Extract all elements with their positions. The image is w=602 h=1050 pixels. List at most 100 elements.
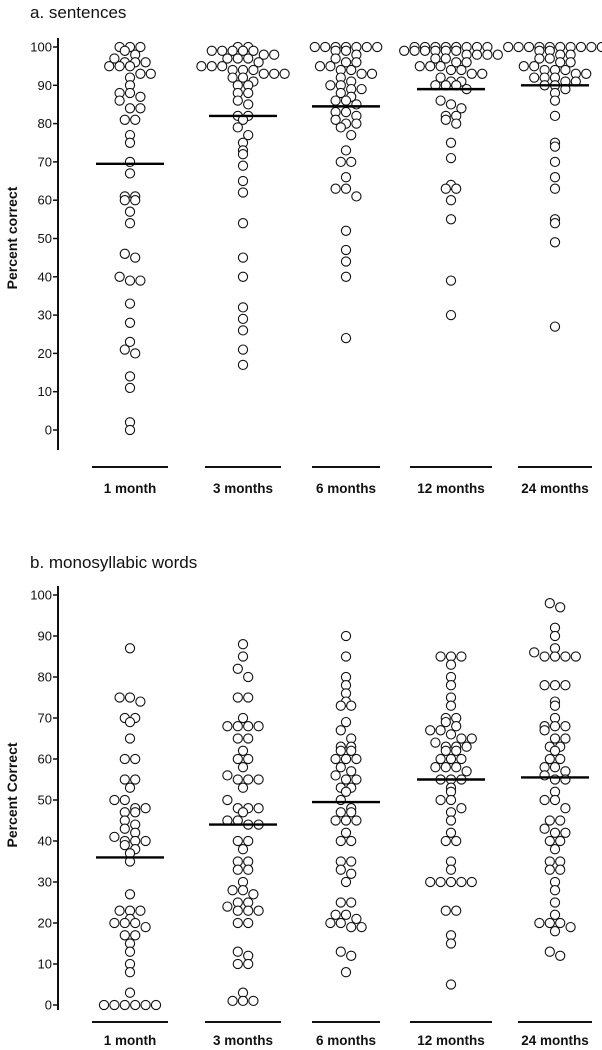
- panel-b-point-3-18: [351, 753, 362, 765]
- panel-a-point-2-44: [237, 252, 249, 263]
- panel-b-point-4-30: [461, 766, 472, 777]
- panel-a-point-4-50: [445, 214, 457, 225]
- panel-a-point-1-46: [124, 382, 136, 394]
- panel-b-point-1-24: [109, 831, 120, 843]
- panel-b-point-1-15: [119, 794, 130, 806]
- panel-a-point-3-14: [314, 61, 326, 72]
- panel-b-point-4-26: [456, 753, 467, 765]
- panel-b-point-2-50: [243, 917, 254, 929]
- panel-a-point-1-19: [135, 91, 146, 102]
- panel-a-point-1-40: [124, 298, 136, 309]
- panel-a-point-3-46: [340, 225, 352, 236]
- panel-b-point-3-49: [346, 921, 357, 933]
- panel-a-point-2-36: [243, 129, 254, 141]
- panel-b-point-4-18: [430, 737, 441, 748]
- panel-a-point-4-47: [440, 183, 451, 194]
- panel-a-point-1-18: [124, 87, 136, 99]
- panel-b-xlabel-1: 1 month: [104, 1033, 157, 1048]
- panel-a-point-5-36: [549, 110, 561, 122]
- panel-a-point-4-9: [399, 45, 410, 56]
- panel-a-point-1-11: [114, 61, 125, 72]
- panel-a-point-1-32: [130, 195, 141, 206]
- panel-b-point-3-7: [335, 700, 346, 711]
- panel-a-point-5-45: [549, 321, 561, 332]
- panel-a-point-5-39: [549, 156, 561, 168]
- panel-b-title: b. monosyllabic words: [30, 553, 197, 572]
- panel-a-point-5-25: [581, 68, 592, 79]
- panel-b-point-2-33: [243, 835, 254, 847]
- panel-b-point-1-28: [119, 839, 130, 851]
- panel-b-point-4-46: [425, 876, 436, 888]
- panel-a-point-2-46: [237, 302, 249, 313]
- panel-b-point-3-10: [335, 725, 346, 736]
- panel-a-point-2-29: [243, 87, 254, 99]
- panel-a-point-5-23: [560, 64, 571, 76]
- panel-a-point-2-23: [227, 72, 238, 83]
- panel-a-point-2-30: [232, 95, 243, 106]
- panel-a-point-1-9: [140, 57, 151, 68]
- panel-b-point-3-23: [351, 774, 362, 785]
- panel-b-point-3-50: [356, 921, 367, 933]
- panel-a-point-3-25: [356, 83, 367, 95]
- panel-a-point-3-48: [340, 256, 352, 267]
- panel-a-point-3-7: [372, 41, 383, 53]
- panel-b-point-1-48: [98, 999, 110, 1011]
- panel-a-point-1-3: [135, 41, 146, 53]
- panel-b-point-5-38: [544, 815, 555, 826]
- panel-b-point-3-41: [340, 876, 352, 888]
- panel-b-point-2-16: [243, 753, 254, 765]
- panel-b-point-5-54: [534, 917, 545, 929]
- panel-a-point-5-9: [586, 41, 597, 53]
- panel-a-point-2-49: [237, 344, 249, 355]
- panel-a-point-4-20: [440, 53, 451, 64]
- panel-b-point-2-45: [222, 901, 233, 912]
- panel-b-point-3-14: [335, 745, 346, 756]
- panel-a-point-3-36: [351, 118, 362, 129]
- panel-b-point-4-12: [451, 721, 462, 732]
- panel-a-xlabel-4: 12 months: [417, 481, 485, 496]
- panel-b-point-5-9: [560, 651, 571, 662]
- panel-a-point-3-44: [340, 183, 352, 194]
- panel-a-ylabel: Percent correct: [4, 186, 20, 289]
- panel-b-point-2-57: [237, 995, 249, 1007]
- panel-b-medians: [96, 776, 589, 859]
- panel-b-point-4-49: [456, 876, 467, 888]
- panel-b-ytick-10: 10: [38, 957, 52, 972]
- panel-a-point-4-49: [445, 195, 457, 206]
- panel-a-point-4-29: [477, 68, 488, 79]
- panel-b-point-4-23: [451, 745, 462, 756]
- panel-b-ytick-90: 90: [38, 629, 52, 644]
- panel-b-tick-lines: [53, 594, 58, 1006]
- panel-b-point-5-55: [544, 917, 555, 929]
- panel-b-xlabel-5: 24 months: [521, 1033, 589, 1048]
- panel-b-point-1-1: [124, 643, 136, 654]
- panel-a-point-3-30: [351, 99, 362, 110]
- panel-a-point-3-6: [361, 41, 372, 53]
- panel-a-point-2-13: [253, 57, 264, 68]
- panel-b-point-4-25: [445, 753, 457, 765]
- panel-b-point-4-40: [445, 815, 457, 826]
- panel-a-point-4-18: [492, 49, 503, 60]
- panel-b-point-2-7: [237, 712, 249, 724]
- panel-b-point-5-51: [549, 885, 561, 896]
- panel-a-point-5-20: [529, 61, 540, 72]
- panel-b-point-5-40: [539, 823, 550, 834]
- panel-a-point-2-3: [206, 45, 217, 56]
- panel-a-point-1-20: [114, 95, 125, 106]
- panel-b-point-2-26: [253, 803, 264, 814]
- panel-a-point-4-30: [435, 72, 446, 83]
- panel-b-point-2-37: [232, 864, 243, 875]
- panel-a-point-1-28: [124, 168, 136, 179]
- panel-b-point-1-53: [150, 999, 162, 1011]
- panel-b-point-2-54: [243, 958, 254, 970]
- panel-a-point-3-22: [325, 80, 336, 91]
- panel-a-point-4-48: [451, 183, 462, 194]
- panel-b-point-2-21: [253, 774, 264, 785]
- panel-a-point-4-27: [456, 64, 467, 76]
- panel-a-point-2-43: [237, 218, 249, 229]
- panel-a-point-5-38: [549, 141, 561, 152]
- panel-b-point-1-19: [130, 807, 141, 818]
- panel-a-title: a. sentences: [30, 3, 126, 22]
- panel-a-point-4-51: [445, 275, 457, 286]
- panel-b-point-4-51: [440, 905, 451, 916]
